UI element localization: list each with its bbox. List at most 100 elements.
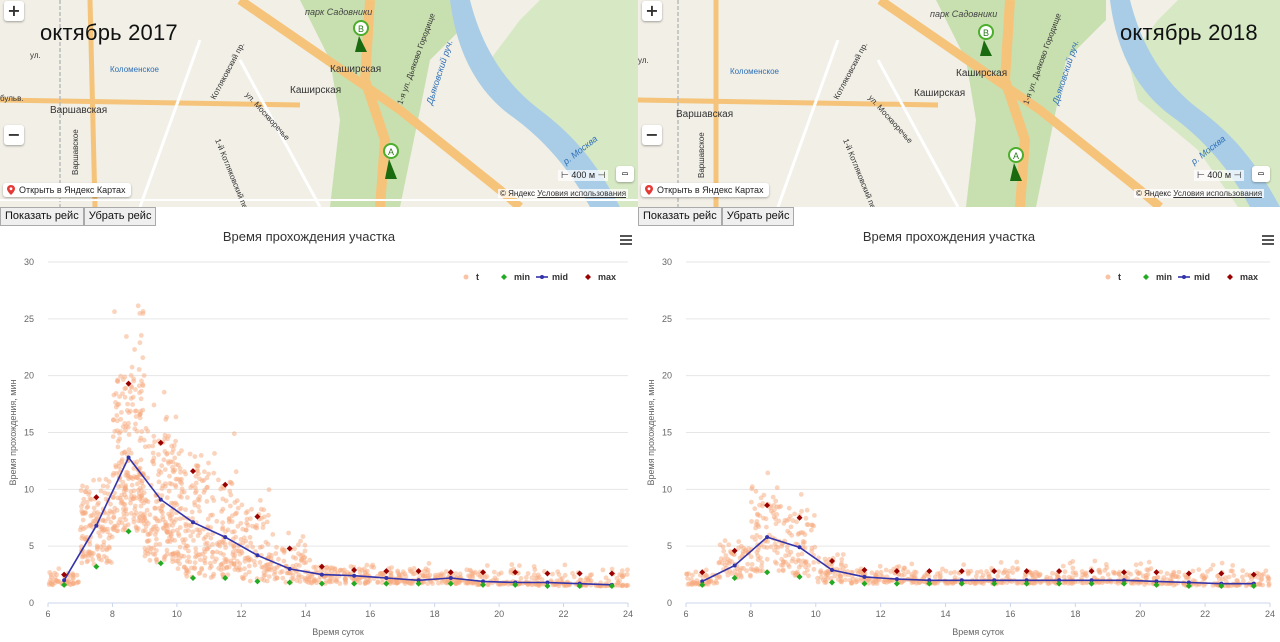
max-point[interactable] [447, 569, 454, 576]
mid-point[interactable] [448, 575, 453, 580]
terms-link[interactable]: Условия использования [537, 189, 627, 198]
max-point[interactable] [1185, 570, 1192, 577]
mid-point[interactable] [191, 520, 195, 525]
mid-point[interactable] [223, 535, 228, 540]
min-point[interactable] [447, 580, 454, 587]
min-point[interactable] [1250, 582, 1257, 589]
legend-item-t[interactable]: t [463, 272, 480, 282]
max-point[interactable] [1088, 568, 1095, 575]
max-point[interactable] [576, 570, 583, 577]
max-point[interactable] [318, 563, 325, 570]
marker-a[interactable]: A [383, 143, 399, 179]
min-point[interactable] [1218, 582, 1225, 589]
max-point[interactable] [861, 567, 868, 574]
max-point[interactable] [699, 569, 706, 576]
legend-item-t[interactable]: t [1105, 272, 1122, 282]
max-point[interactable] [544, 570, 551, 577]
max-point[interactable] [1121, 569, 1127, 576]
mid-point[interactable] [126, 455, 131, 460]
min-point[interactable] [415, 580, 422, 587]
min-point[interactable] [222, 574, 229, 581]
max-point[interactable] [926, 568, 933, 575]
mid-point[interactable] [352, 573, 357, 578]
mid-point[interactable] [287, 566, 292, 571]
max-point[interactable] [608, 570, 615, 577]
min-point[interactable] [318, 580, 325, 587]
max-point[interactable] [1153, 569, 1160, 576]
max-point[interactable] [286, 545, 293, 552]
max-point[interactable] [796, 514, 803, 521]
marker-b[interactable]: B [978, 24, 994, 56]
map-canvas[interactable]: парк Садовники Каширская Каширская Колом… [0, 0, 638, 207]
max-point[interactable] [61, 571, 68, 578]
legend-item-min[interactable]: min [514, 272, 530, 282]
min-point[interactable] [1185, 582, 1192, 589]
legend-item-mid[interactable]: mid [536, 272, 568, 282]
max-point[interactable] [1056, 568, 1063, 575]
min-point[interactable] [608, 582, 615, 589]
min-point[interactable] [861, 580, 868, 587]
max-point[interactable] [480, 569, 486, 576]
legend-item-mid[interactable]: mid [1178, 272, 1210, 282]
mid-point[interactable] [1122, 578, 1126, 583]
min-point[interactable] [991, 580, 998, 587]
min-point[interactable] [829, 579, 835, 586]
min-point[interactable] [1088, 580, 1095, 587]
mid-point[interactable] [384, 575, 389, 580]
max-point[interactable] [190, 468, 196, 475]
legend-marker-max[interactable] [1227, 274, 1233, 280]
mid-point[interactable] [992, 578, 997, 583]
zoom-out-button[interactable]: − [642, 125, 662, 145]
mid-point[interactable] [959, 578, 964, 583]
map-canvas[interactable]: парк Садовники Каширская Каширская Колом… [638, 0, 1280, 207]
min-point[interactable] [1121, 580, 1127, 587]
max-point[interactable] [125, 380, 132, 387]
zoom-out-button[interactable]: − [4, 125, 24, 145]
min-point[interactable] [699, 581, 706, 588]
min-point[interactable] [731, 574, 738, 581]
min-point[interactable] [1023, 580, 1030, 587]
min-point[interactable] [1056, 580, 1063, 587]
marker-b[interactable]: B [353, 20, 369, 52]
mid-point[interactable] [1186, 580, 1191, 585]
min-point[interactable] [157, 560, 164, 567]
max-point[interactable] [764, 502, 771, 509]
max-point[interactable] [415, 568, 422, 575]
max-point[interactable] [351, 567, 358, 574]
show-flight-button[interactable]: Показать рейс [0, 207, 84, 226]
map[interactable]: парк Садовники Каширская Каширская Колом… [0, 0, 638, 207]
ruler-icon[interactable]: ▭ [1252, 166, 1270, 182]
mid-point[interactable] [481, 579, 485, 584]
min-point[interactable] [190, 574, 196, 581]
min-point[interactable] [254, 578, 261, 585]
min-point[interactable] [480, 581, 486, 588]
min-point[interactable] [351, 580, 358, 587]
chart-menu-icon[interactable] [1262, 235, 1274, 245]
chart-menu-icon[interactable] [620, 235, 632, 245]
min-point[interactable] [576, 582, 583, 589]
min-point[interactable] [796, 573, 803, 580]
hide-flight-button[interactable]: Убрать рейс [721, 207, 795, 226]
hide-flight-button[interactable]: Убрать рейс [83, 207, 157, 226]
legend-item-min[interactable]: min [1156, 272, 1172, 282]
open-yandex-maps-link[interactable]: Открыть в Яндекс Картах [641, 183, 770, 197]
max-point[interactable] [512, 569, 519, 576]
mid-point[interactable] [545, 580, 550, 585]
mid-point[interactable] [255, 553, 260, 558]
min-point[interactable] [893, 580, 900, 587]
mid-point[interactable] [927, 578, 932, 583]
max-point[interactable] [1218, 570, 1225, 577]
zoom-in-button[interactable]: + [642, 1, 662, 21]
ruler-icon[interactable]: ▭ [616, 166, 634, 182]
max-point[interactable] [893, 568, 900, 575]
min-point[interactable] [125, 528, 132, 535]
min-point[interactable] [544, 582, 551, 589]
min-point[interactable] [926, 580, 933, 587]
min-point[interactable] [1153, 581, 1160, 588]
min-point[interactable] [512, 581, 519, 588]
min-point[interactable] [764, 569, 771, 576]
mid-point[interactable] [765, 535, 770, 540]
mid-point[interactable] [1154, 579, 1159, 584]
legend-marker-min[interactable] [501, 274, 507, 280]
max-point[interactable] [731, 547, 738, 554]
